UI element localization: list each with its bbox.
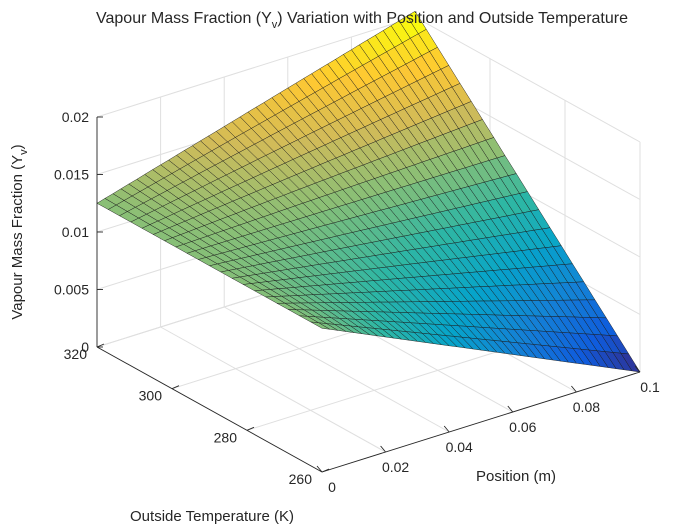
z-tick-label: 0.01 <box>62 224 89 240</box>
axis-line <box>96 346 323 473</box>
grid-line <box>96 16 416 118</box>
grid-line <box>414 16 641 143</box>
grid-line <box>223 306 450 433</box>
x-tick-mark <box>507 405 514 413</box>
x-tick-label: 0.04 <box>446 439 473 455</box>
y-tick-mark <box>321 468 330 473</box>
y-tick-label: 300 <box>139 388 163 404</box>
y-tick-label: 280 <box>214 429 238 445</box>
z-tick-label: 0 <box>81 339 89 355</box>
y-tick-label: 320 <box>64 346 88 362</box>
x-axis-label: Position (m) <box>476 468 556 485</box>
y-axis-label: Outside Temperature (K) <box>130 508 294 525</box>
z-tick-label: 0.005 <box>54 282 89 298</box>
z-tick-label: 0.015 <box>54 167 89 183</box>
x-tick-mark <box>571 385 577 393</box>
x-tick-mark <box>380 445 386 453</box>
x-tick-mark <box>634 365 641 373</box>
y-tick-mark <box>246 426 255 431</box>
surface-patch <box>310 321 331 330</box>
y-tick-mark <box>96 343 105 348</box>
axis-line <box>321 371 641 473</box>
y-tick-mark <box>171 385 180 390</box>
grid-line <box>160 326 386 453</box>
surface-plot <box>96 11 641 373</box>
x-tick-mark <box>316 465 323 473</box>
z-tick-label: 0.02 <box>62 109 89 125</box>
x-tick-label: 0.02 <box>382 459 409 475</box>
x-tick-label: 0.08 <box>573 399 600 415</box>
x-tick-label: 0.1 <box>640 379 660 395</box>
z-axis-label: Vapour Mass Fraction (Yv) <box>9 144 30 319</box>
chart-title: Vapour Mass Fraction (Yv) Variation with… <box>96 10 628 31</box>
x-tick-label: 0 <box>328 479 336 495</box>
tick-marks: 0 0.005 0.01 0.015 0.02 0 0.02 0.04 0.06 0.08 0.1 2… <box>54 109 660 495</box>
x-tick-label: 0.06 <box>509 419 536 435</box>
x-tick-mark <box>443 425 450 433</box>
y-tick-label: 260 <box>289 471 313 487</box>
